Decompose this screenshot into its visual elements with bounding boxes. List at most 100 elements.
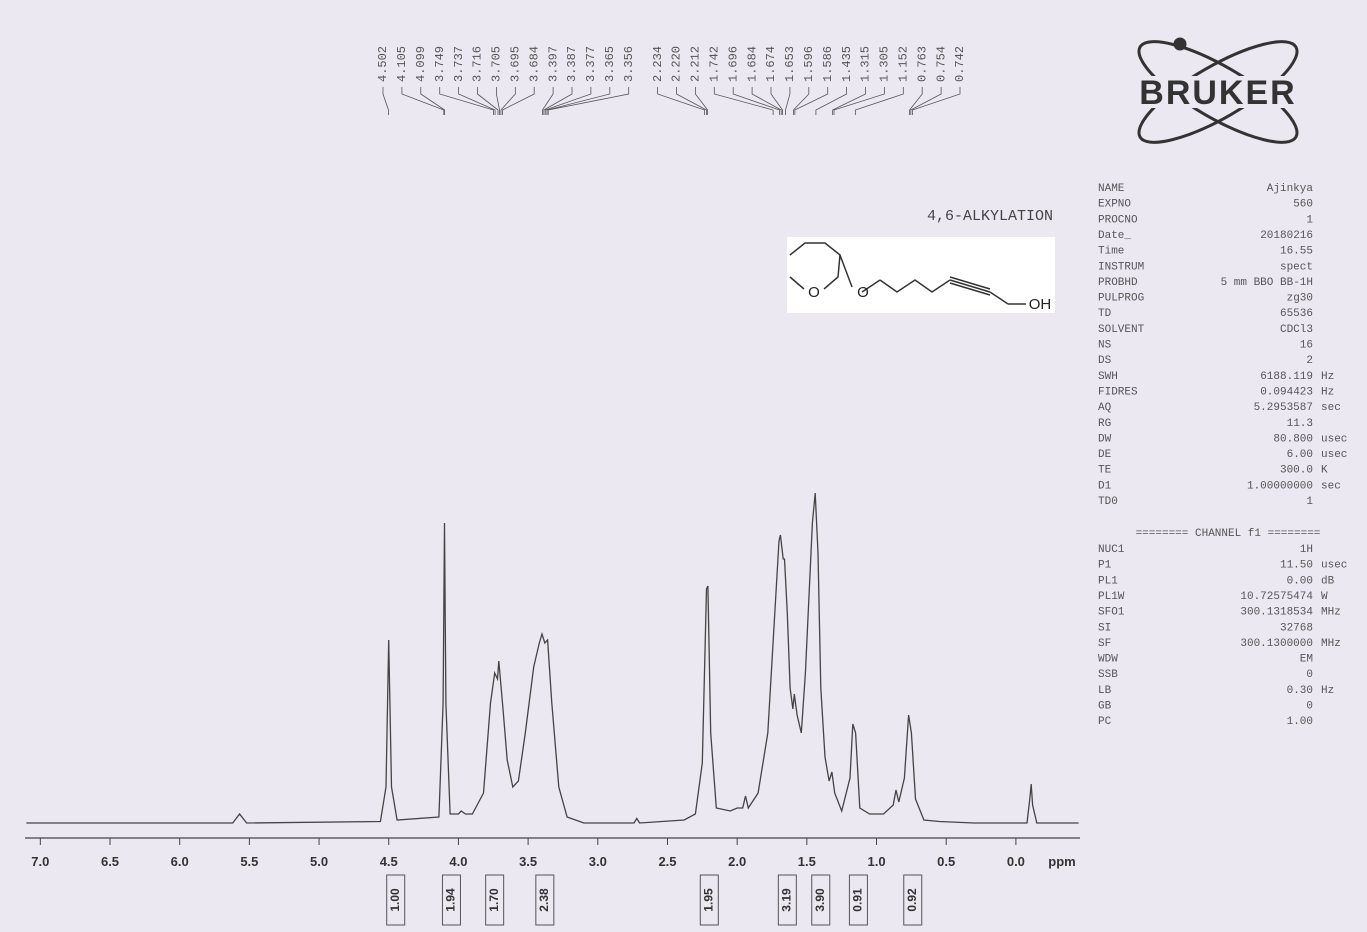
peak-label: 3.705 [490,46,504,82]
param-name: PROBHD [1098,277,1138,289]
x-tick-label: 1.5 [798,854,816,869]
param-name: PC [1098,716,1112,728]
param-value: 1.00 [1287,716,1313,728]
x-tick-label: 6.0 [171,854,189,869]
integral-label: 0.92 [905,888,919,912]
param-unit: usec [1321,449,1347,461]
param-value: 16.55 [1280,246,1313,258]
param-value: 300.1318534 [1240,607,1313,619]
bruker-logo [1137,37,1299,144]
param-name: RG [1098,418,1111,430]
integral-label: 1.95 [701,888,715,912]
peak-pointer [793,87,810,115]
integral-label: 1.70 [487,888,501,912]
integral-bracket [441,874,461,926]
peak-label: 3.684 [527,46,541,82]
param-value: spect [1280,261,1313,273]
param-value: Ajinkya [1267,183,1314,195]
param-name: INSTRUM [1098,261,1144,273]
peak-pointer [732,87,780,115]
param-value: 300.0 [1280,465,1313,477]
x-tick-label: 3.0 [589,854,607,869]
param-unit: Hz [1321,371,1334,383]
param-name: SFO1 [1098,607,1125,619]
param-value: 11.3 [1287,418,1313,430]
peak-pointer [401,87,445,115]
title: 4,6-ALKYLATION [927,208,1053,225]
channel-heading: ======== CHANNEL f1 ======== [1136,528,1321,540]
param-name: NAME [1098,183,1125,195]
peak-pointer [546,87,611,115]
param-value: 65536 [1280,308,1313,320]
peak-pointer [500,87,516,115]
param-value: 5 mm BBO BB-1H [1221,277,1313,289]
param-name: PROCNO [1098,214,1138,226]
atom-label: OH [1029,296,1052,313]
integral-bracket [699,874,719,926]
param-value: CDCl3 [1280,324,1313,336]
peak-pointer [544,87,592,115]
param-unit: Hz [1321,386,1334,398]
logo-text: BRUKER [1139,74,1296,112]
peak-pointer [832,87,866,115]
param-value: 16 [1300,340,1313,352]
param-value: 1H [1300,544,1313,556]
peak-pointer [909,87,923,115]
peak-pointer [713,87,774,115]
peak-label: 2.212 [689,46,703,82]
peak-label: 1.596 [802,46,816,82]
param-value: 32768 [1280,622,1313,634]
param-value: 80.800 [1273,433,1313,445]
peak-label: 1.586 [821,46,835,82]
x-tick-label: 0.0 [1007,854,1025,869]
param-name: SOLVENT [1098,324,1145,336]
integral-bracket [848,874,868,926]
param-value: 560 [1293,199,1313,211]
param-value: 1 [1306,214,1313,226]
peak-label: 1.315 [859,46,873,82]
spectrum [26,492,1079,824]
peak-pointer [815,87,847,115]
param-name: WDW [1098,654,1118,666]
integral-bracket [535,874,555,926]
peak-label: 3.387 [565,46,579,82]
peak-pointer [547,87,630,115]
atom-label: O [808,284,820,301]
peak-label: 1.674 [764,46,778,82]
peak-label: 0.742 [953,46,967,82]
param-value: 2 [1306,355,1313,367]
param-unit: usec [1321,560,1347,572]
param-value: 0.094423 [1260,386,1313,398]
peak-pointer [794,87,829,115]
param-name: PL1 [1098,575,1118,587]
peak-label: 4.105 [395,46,409,82]
x-tick-label: 0.5 [937,854,955,869]
param-value: zg30 [1287,293,1313,305]
peak-label: 3.737 [452,46,466,82]
param-unit: K [1321,465,1328,477]
peak-label: 1.684 [745,46,759,82]
param-unit: sec [1321,402,1341,414]
x-tick-label: 7.0 [31,854,49,869]
param-name: SF [1098,638,1111,650]
peak-label: 3.356 [622,46,636,82]
param-value: 0 [1306,669,1313,681]
peak-label: 4.099 [414,46,428,82]
x-axis-label: ppm [1048,854,1075,869]
peak-label: 0.763 [915,46,929,82]
peak-pointer [676,87,707,115]
param-name: EXPNO [1098,199,1131,211]
peak-label: 1.435 [840,46,854,82]
param-value: EM [1300,654,1313,666]
integral-label: 3.19 [780,888,794,912]
peak-label: 3.365 [603,46,617,82]
param-name: DS [1098,355,1112,367]
param-value: 20180216 [1260,230,1313,242]
param-value: 1.00000000 [1247,480,1313,492]
integral-bracket [485,874,505,926]
param-unit: usec [1321,433,1347,445]
peak-pointer [495,87,500,115]
param-name: AQ [1098,402,1112,414]
peak-pointer [912,87,961,115]
